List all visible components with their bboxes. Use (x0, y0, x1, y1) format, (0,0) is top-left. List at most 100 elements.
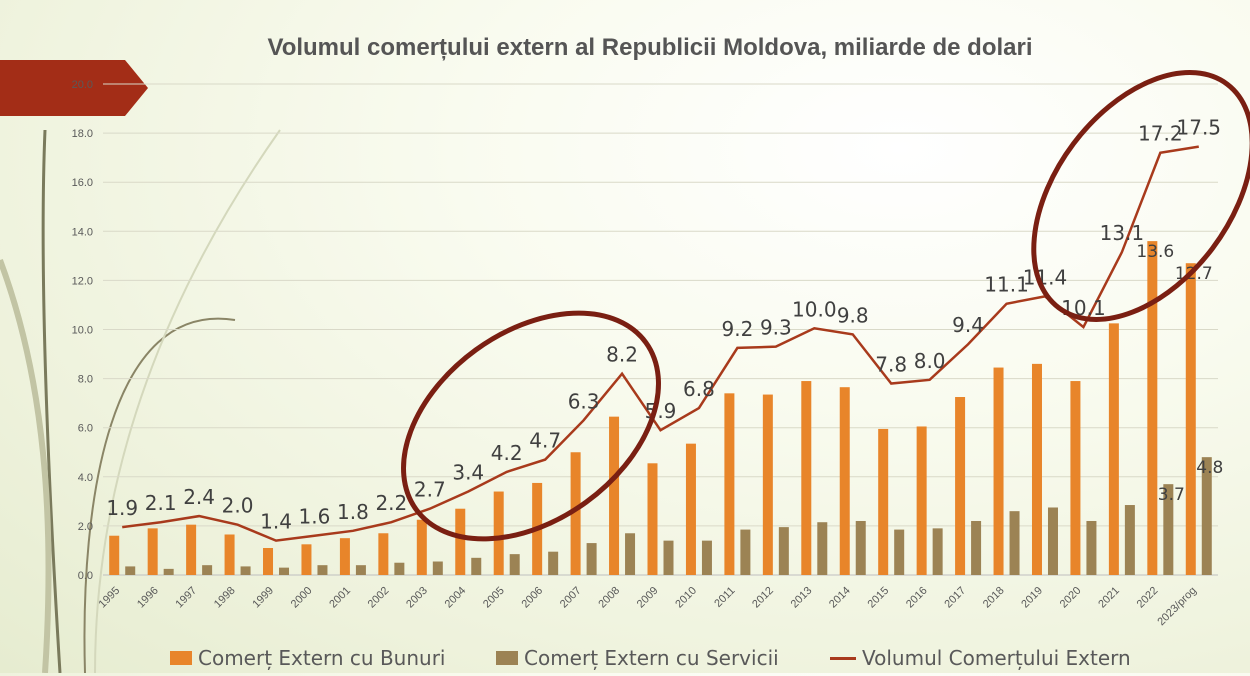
bar-goods (263, 547, 274, 575)
line-volume-label: 2.2 (375, 491, 407, 515)
bar-services (471, 557, 482, 575)
bar-goods (1070, 381, 1081, 575)
decorative-stroke-b (83, 317, 236, 673)
bar-services (1009, 511, 1020, 575)
bar-goods (647, 463, 658, 575)
bar-services (548, 551, 559, 575)
bar-goods (993, 367, 1004, 575)
line-volume-label: 2.0 (222, 494, 254, 518)
decorative-stroke-d (0, 258, 52, 673)
bar-services (855, 520, 866, 575)
y-tick-label: 20.0 (72, 79, 93, 91)
x-tick-label: 2017 (942, 585, 968, 611)
line-volume-label: 17.2 (1138, 122, 1183, 146)
y-tick-label: 14.0 (72, 226, 93, 238)
legend-item-goods: Comerț Extern cu Bunuri (170, 646, 446, 670)
highlight-circle-2020-2023 (1031, 70, 1250, 322)
bar-goods (493, 491, 504, 575)
x-tick-label: 2021 (1096, 585, 1122, 611)
bar-services (971, 520, 982, 575)
legend-item-volume: Volumul Comerțului Extern (830, 646, 1131, 670)
bar-goods (339, 538, 350, 575)
x-tick-label: 2016 (904, 585, 930, 611)
line-volume-label: 2.4 (183, 485, 215, 509)
x-tick-label: 2009 (635, 585, 661, 611)
line-volume-label: 8.0 (914, 349, 946, 373)
line-volume-label: 7.8 (875, 353, 907, 377)
x-tick-label: 2001 (327, 585, 353, 611)
line-volume-label: 6.8 (683, 377, 715, 401)
decorative-stroke-a (41, 129, 62, 673)
title-ribbon (0, 60, 148, 116)
bar-goods (609, 416, 620, 575)
bar-services (1047, 507, 1058, 575)
bar-services (355, 565, 366, 575)
x-tick-label: 2014 (827, 585, 853, 611)
y-tick-label: 18.0 (72, 128, 93, 140)
line-volume-label: 1.8 (337, 500, 369, 524)
legend-label-services: Comerț Extern cu Servicii (524, 646, 779, 670)
x-tick-label: 2019 (1019, 585, 1045, 611)
line-volume-label: 1.6 (299, 505, 331, 529)
bar-goods (916, 426, 927, 575)
line-volume-label: 4.2 (491, 441, 523, 465)
bar-goods-label: 13.6 (1136, 242, 1174, 262)
x-tick-label: 2010 (673, 585, 699, 611)
bar-goods (1185, 263, 1196, 575)
bar-goods (1031, 363, 1042, 575)
legend-swatch-goods (170, 651, 192, 665)
bar-goods (1108, 323, 1119, 575)
bar-services (163, 568, 174, 575)
x-tick-label: 2006 (519, 585, 545, 611)
legend-swatch-services (496, 651, 518, 665)
bar-services (240, 566, 251, 575)
line-volume-label: 9.4 (952, 313, 984, 337)
x-tick-label: 2013 (789, 585, 815, 611)
bar-goods (878, 428, 889, 575)
bar-goods (1147, 241, 1158, 575)
chart-legend: Comerț Extern cu Bunuri Comerț Extern cu… (150, 646, 1250, 676)
line-volume-label: 6.3 (568, 389, 600, 413)
y-tick-label: 8.0 (78, 374, 93, 386)
line-volume-label: 1.9 (106, 496, 138, 520)
chart-title: Volumul comerțului extern al Republicii … (267, 34, 1033, 61)
bar-goods (955, 397, 966, 575)
bar-goods (762, 394, 773, 575)
x-tick-label: 2000 (289, 585, 315, 611)
x-tick-label: 2008 (596, 585, 622, 611)
line-volume-label: 9.2 (721, 317, 753, 341)
bar-services (317, 565, 328, 575)
bar-goods (378, 533, 389, 575)
line-volume-label: 9.8 (837, 303, 869, 327)
line-volume-label: 2.7 (414, 478, 446, 502)
x-tick-label: 1997 (173, 585, 199, 611)
line-volume-label: 11.4 (1023, 265, 1068, 289)
bar-services (817, 522, 828, 575)
y-tick-label: 16.0 (72, 177, 93, 189)
bar-goods (839, 387, 850, 575)
bar-services (663, 540, 674, 575)
bar-goods (147, 528, 158, 575)
x-tick-label: 2012 (750, 585, 776, 611)
x-tick-label: 2003 (404, 585, 430, 611)
x-tick-label: 2002 (366, 585, 392, 611)
legend-label-goods: Comerț Extern cu Bunuri (198, 646, 446, 670)
line-volume-label: 4.7 (529, 429, 561, 453)
bar-services (778, 527, 789, 575)
x-tick-label: 2020 (1058, 585, 1084, 611)
x-tick-label: 2011 (712, 585, 737, 610)
x-tick-label: 2015 (866, 585, 892, 611)
bar-services (394, 562, 405, 575)
bar-services (509, 554, 520, 575)
x-tick-label: 2022 (1135, 585, 1161, 611)
y-tick-label: 0.0 (78, 570, 93, 582)
bar-goods (109, 535, 120, 575)
y-tick-label: 6.0 (78, 423, 93, 435)
decorative-stroke-c (94, 129, 281, 673)
line-volume-label: 17.5 (1177, 116, 1222, 140)
bar-goods (416, 519, 427, 575)
x-tick-label: 2023/prog (1155, 585, 1199, 629)
bar-services (125, 566, 136, 575)
bar-services (432, 561, 443, 575)
